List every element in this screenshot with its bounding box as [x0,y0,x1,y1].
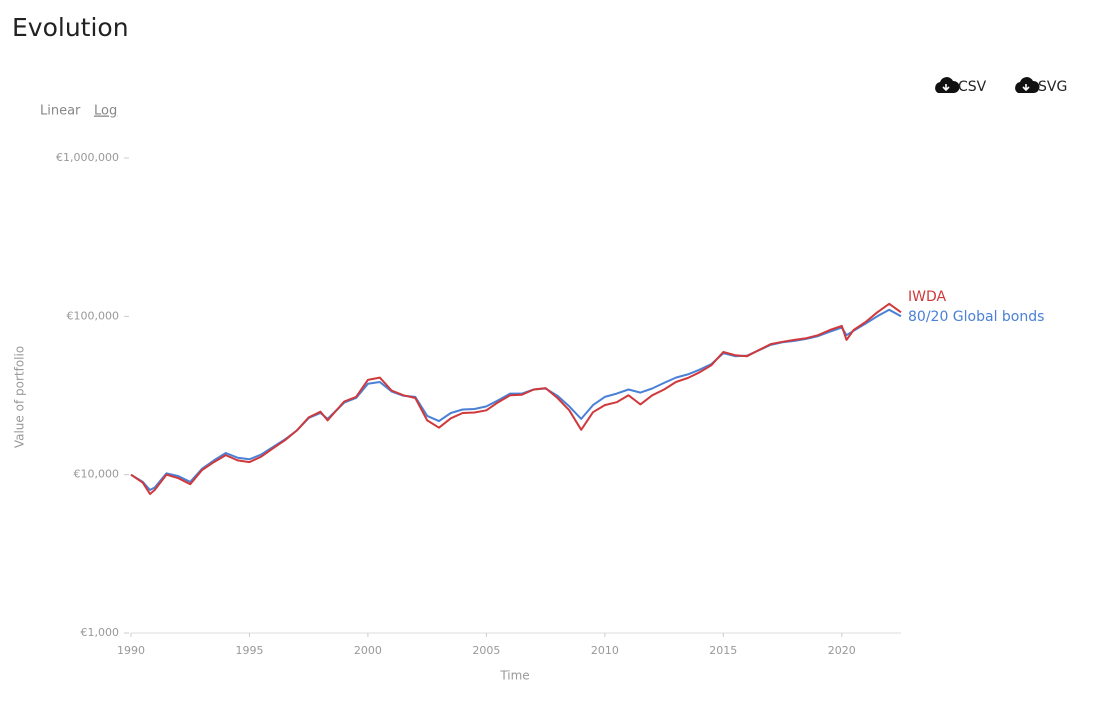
arrow-icon [1022,84,1030,92]
x-tick-label: 2005 [472,644,500,657]
x-tick-label: 2010 [591,644,619,657]
y-tick-label: €1,000,000 [56,151,119,164]
chart-title: Evolution [12,13,129,42]
y-axis-title: Value of portfolio [13,346,27,448]
scale-option[interactable]: Log [94,104,117,119]
download-label[interactable]: SVG [1038,79,1067,95]
x-tick-label: 2000 [354,644,382,657]
x-tick-label: 2015 [709,644,737,657]
y-tick-label: €1,000 [81,626,120,639]
download-label[interactable]: CSV [958,79,987,95]
x-tick-label: 1995 [235,644,263,657]
series-line [130,308,902,491]
x-tick-label: 1990 [117,644,145,657]
download-button[interactable]: SVG [1015,77,1067,95]
y-tick-label: €100,000 [67,309,120,322]
legend-label: 80/20 Global bonds [908,309,1044,325]
series-line [130,302,902,495]
y-tick-label: €10,000 [74,468,120,481]
x-axis-title: Time [499,669,529,683]
scale-option[interactable]: Linear [40,104,81,119]
download-button[interactable]: CSV [935,77,987,95]
cloud-icon [1015,77,1040,93]
cloud-icon [935,77,960,93]
arrow-icon [942,84,950,92]
x-tick-label: 2020 [828,644,856,657]
legend-label: IWDA [908,289,947,305]
